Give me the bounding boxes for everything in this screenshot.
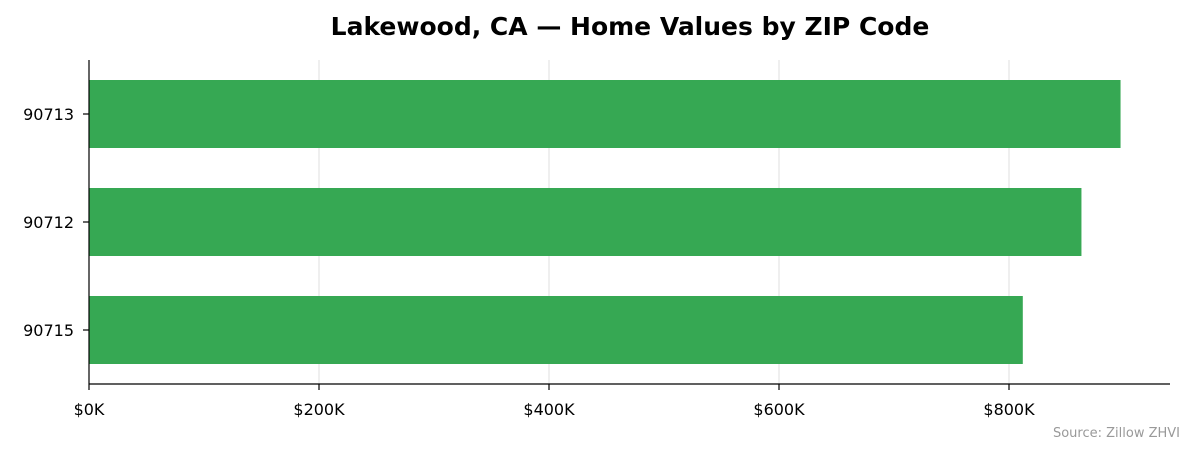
x-tick-label: $0K	[74, 400, 105, 419]
x-tick-label: $800K	[983, 400, 1035, 419]
bar-90715	[89, 296, 1023, 364]
x-tick-label: $400K	[523, 400, 575, 419]
bars	[89, 80, 1121, 364]
bar-90713	[89, 80, 1121, 148]
x-tick-label: $600K	[753, 400, 805, 419]
y-tick-label: 90713	[23, 105, 74, 124]
source-note: Source: Zillow ZHVI	[1053, 426, 1180, 441]
x-tick-label: $200K	[293, 400, 345, 419]
y-tick-label: 90715	[23, 321, 74, 340]
bar-90712	[89, 188, 1082, 256]
y-axis-ticks: 90713 90712 90715	[23, 105, 89, 340]
chart-title: Lakewood, CA — Home Values by ZIP Code	[331, 12, 930, 41]
y-tick-label: 90712	[23, 213, 74, 232]
x-axis-ticks: $0K $200K $400K $600K $800K	[74, 384, 1035, 419]
